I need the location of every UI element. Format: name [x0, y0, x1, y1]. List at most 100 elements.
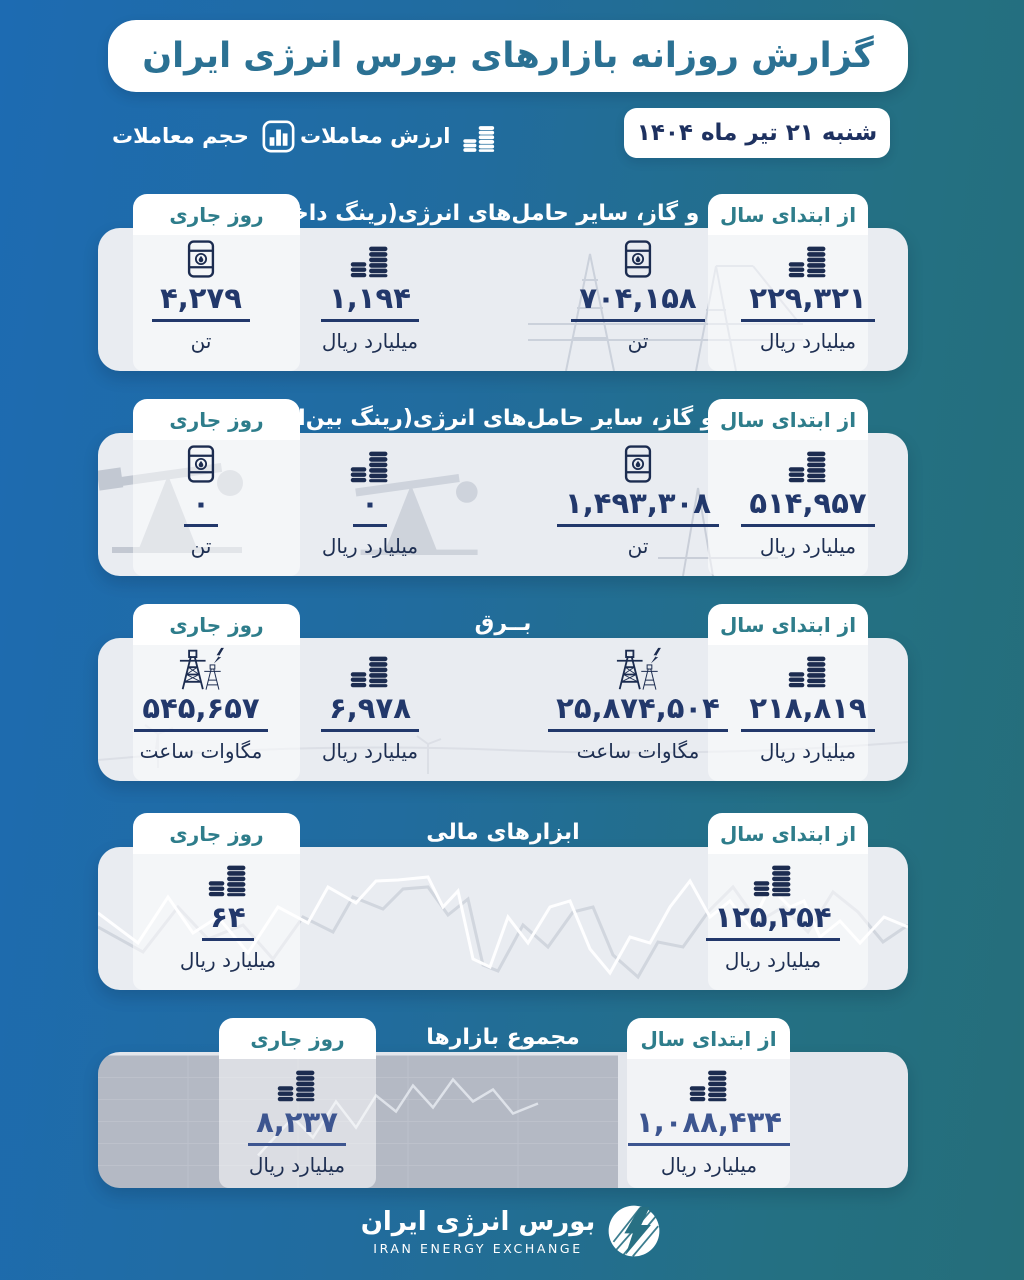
ytd-column-strip: [708, 638, 868, 781]
tab-year-to-date: از ابتدای سال: [708, 813, 868, 854]
stats-card: ۵۱۴,۹۵۷ میلیارد ریال ۱,۴۹۳,۳۰۸ تن ۰ میلی…: [98, 433, 908, 576]
stat-number: ۵۱۴,۹۵۷: [741, 488, 875, 528]
tab-label: روز جاری: [169, 821, 264, 846]
stat-unit: مگاوات ساعت: [576, 739, 700, 764]
stat-ytd-value: ۱۲۵,۲۵۴ میلیارد ریال: [678, 856, 868, 972]
section-oil-gas-international: از ابتدای سال نفت و گاز، سایر حامل‌های ا…: [98, 399, 908, 579]
coins-icon: [749, 856, 797, 900]
coins-icon: [784, 442, 832, 486]
stat-today-value: ۰ میلیارد ریال: [275, 442, 465, 558]
stats-card: ۲۱۸,۸۱۹ میلیارد ریال ۲۵,۸۷۴,۵۰۴ مگاوات س…: [98, 638, 908, 781]
tab-current-day: روز جاری: [133, 194, 300, 235]
coins-icon: [346, 237, 394, 281]
stat-unit: میلیارد ریال: [660, 1153, 758, 1178]
coins-icon: [346, 647, 394, 691]
tab-current-day: روز جاری: [133, 604, 300, 645]
bar-chart-icon: [260, 118, 297, 155]
ytd-column-strip: [627, 1052, 790, 1188]
stat-number: ۲۱۸,۸۱۹: [741, 693, 875, 733]
stat-unit: میلیارد ریال: [179, 948, 277, 973]
oil-barrel-icon: [177, 442, 225, 486]
page-title: گزارش روزانه بازارهای بورس انرژی ایران: [108, 20, 908, 92]
section-total-markets: از ابتدای سال مجموع بازارها روز جاری ۱,۰…: [98, 1018, 908, 1198]
tab-label: روز جاری: [169, 202, 264, 227]
section-title: نفت و گاز، سایر حامل‌های انرژی(رینگ بین‌…: [236, 405, 770, 431]
legend-trade-volume: حجم معاملات: [112, 116, 297, 156]
stat-unit: میلیارد ریال: [248, 1153, 346, 1178]
oil-barrel-icon: [614, 442, 662, 486]
stat-number: ۱,۱۹۴: [321, 283, 419, 323]
stat-ytd-volume: ۱,۴۹۳,۳۰۸ تن: [543, 442, 733, 558]
lightning-bolt-logo-icon: [605, 1202, 663, 1260]
tab-label: روز جاری: [169, 407, 264, 432]
stat-unit: میلیارد ریال: [759, 739, 857, 764]
ytd-column-strip: [708, 228, 868, 371]
stats-card: ۱,۰۸۸,۴۳۴ میلیارد ریال ۸,۲۳۷ میلیارد ریا…: [98, 1052, 908, 1188]
stats-card: ۱۲۵,۲۵۴ میلیارد ریال ۶۴ میلیارد ریال: [98, 847, 908, 990]
stat-number: ۵۴۵,۶۵۷: [134, 693, 268, 733]
legend-trade-value: ارزش معاملات: [300, 116, 498, 156]
stat-ytd-value: ۱,۰۸۸,۴۳۴ میلیارد ریال: [614, 1061, 804, 1177]
legend-trade-volume-label: حجم معاملات: [112, 124, 249, 148]
stat-number: ۸,۲۳۷: [248, 1107, 346, 1147]
today-column-strip: [133, 847, 300, 990]
stat-ytd-value: ۲۱۸,۸۱۹ میلیارد ریال: [713, 647, 903, 763]
tab-label: از ابتدای سال: [719, 202, 857, 227]
tab-current-day: روز جاری: [133, 813, 300, 854]
stat-unit: تن: [190, 534, 212, 559]
stat-unit: مگاوات ساعت: [139, 739, 263, 764]
coins-icon: [784, 647, 832, 691]
stat-number: ۶۴: [202, 902, 254, 942]
tab-label: از ابتدای سال: [719, 612, 857, 637]
section-electricity: از ابتدای سال بــرق روز جاری ۲۱۸,۸۱۹ میل…: [98, 604, 908, 784]
stat-number: ۰: [353, 488, 387, 528]
stat-today-value: ۶,۹۷۸ میلیارد ریال: [275, 647, 465, 763]
coins-icon: [346, 442, 394, 486]
stat-ytd-volume: ۷۰۴,۱۵۸ تن: [543, 237, 733, 353]
stat-today-value: ۸,۲۳۷ میلیارد ریال: [202, 1061, 392, 1177]
coins-icon: [685, 1061, 733, 1105]
ytd-column-strip: [708, 433, 868, 576]
ytd-column-strip: [708, 847, 868, 990]
stat-today-volume: ۵۴۵,۶۵۷ مگاوات ساعت: [106, 647, 296, 763]
transmission-tower-icon: [611, 647, 665, 691]
tab-year-to-date: از ابتدای سال: [708, 399, 868, 440]
stat-number: ۴,۲۷۹: [152, 283, 250, 323]
coins-icon: [461, 118, 498, 155]
coins-icon: [273, 1061, 321, 1105]
brand-text: بورس انرژی ایران IRAN ENERGY EXCHANGE: [361, 1206, 596, 1257]
tab-year-to-date: از ابتدای سال: [708, 194, 868, 235]
stat-unit: میلیارد ریال: [321, 739, 419, 764]
stat-unit: میلیارد ریال: [759, 534, 857, 559]
tab-label: از ابتدای سال: [719, 821, 857, 846]
stat-today-value: ۶۴ میلیارد ریال: [133, 856, 323, 972]
section-financial-instruments: از ابتدای سال ابزارهای مالی روز جاری ۱۲۵…: [98, 813, 908, 993]
coins-icon: [204, 856, 252, 900]
stat-unit: تن: [627, 329, 649, 354]
stat-unit: تن: [627, 534, 649, 559]
coins-icon: [784, 237, 832, 281]
tab-label: از ابتدای سال: [640, 1026, 777, 1051]
stat-unit: میلیارد ریال: [724, 948, 822, 973]
stat-ytd-volume: ۲۵,۸۷۴,۵۰۴ مگاوات ساعت: [543, 647, 733, 763]
brand-name-fa: بورس انرژی ایران: [360, 1206, 596, 1237]
today-column-strip: [133, 433, 300, 576]
oil-barrel-icon: [614, 237, 662, 281]
stat-number: ۷۰۴,۱۵۸: [571, 283, 705, 323]
stat-unit: میلیارد ریال: [321, 534, 419, 559]
section-oil-gas-domestic: از ابتدای سال نفت و گاز، سایر حامل‌های ا…: [98, 194, 908, 374]
oil-barrel-icon: [177, 237, 225, 281]
section-title: بــرق: [474, 610, 532, 636]
brand-name-en: IRAN ENERGY EXCHANGE: [373, 1241, 583, 1257]
stat-unit: میلیارد ریال: [321, 329, 419, 354]
tab-current-day: روز جاری: [219, 1018, 376, 1059]
stat-today-volume: ۰ تن: [106, 442, 296, 558]
section-title: ابزارهای مالی: [426, 819, 580, 845]
tab-label: روز جاری: [169, 612, 264, 637]
legend-trade-value-label: ارزش معاملات: [300, 124, 451, 148]
section-title: مجموع بازارها: [426, 1024, 580, 1050]
stat-number: ۲۲۹,۳۲۱: [741, 283, 875, 323]
stat-number: ۱,۴۹۳,۳۰۸: [557, 488, 719, 528]
stat-number: ۲۵,۸۷۴,۵۰۴: [548, 693, 728, 733]
